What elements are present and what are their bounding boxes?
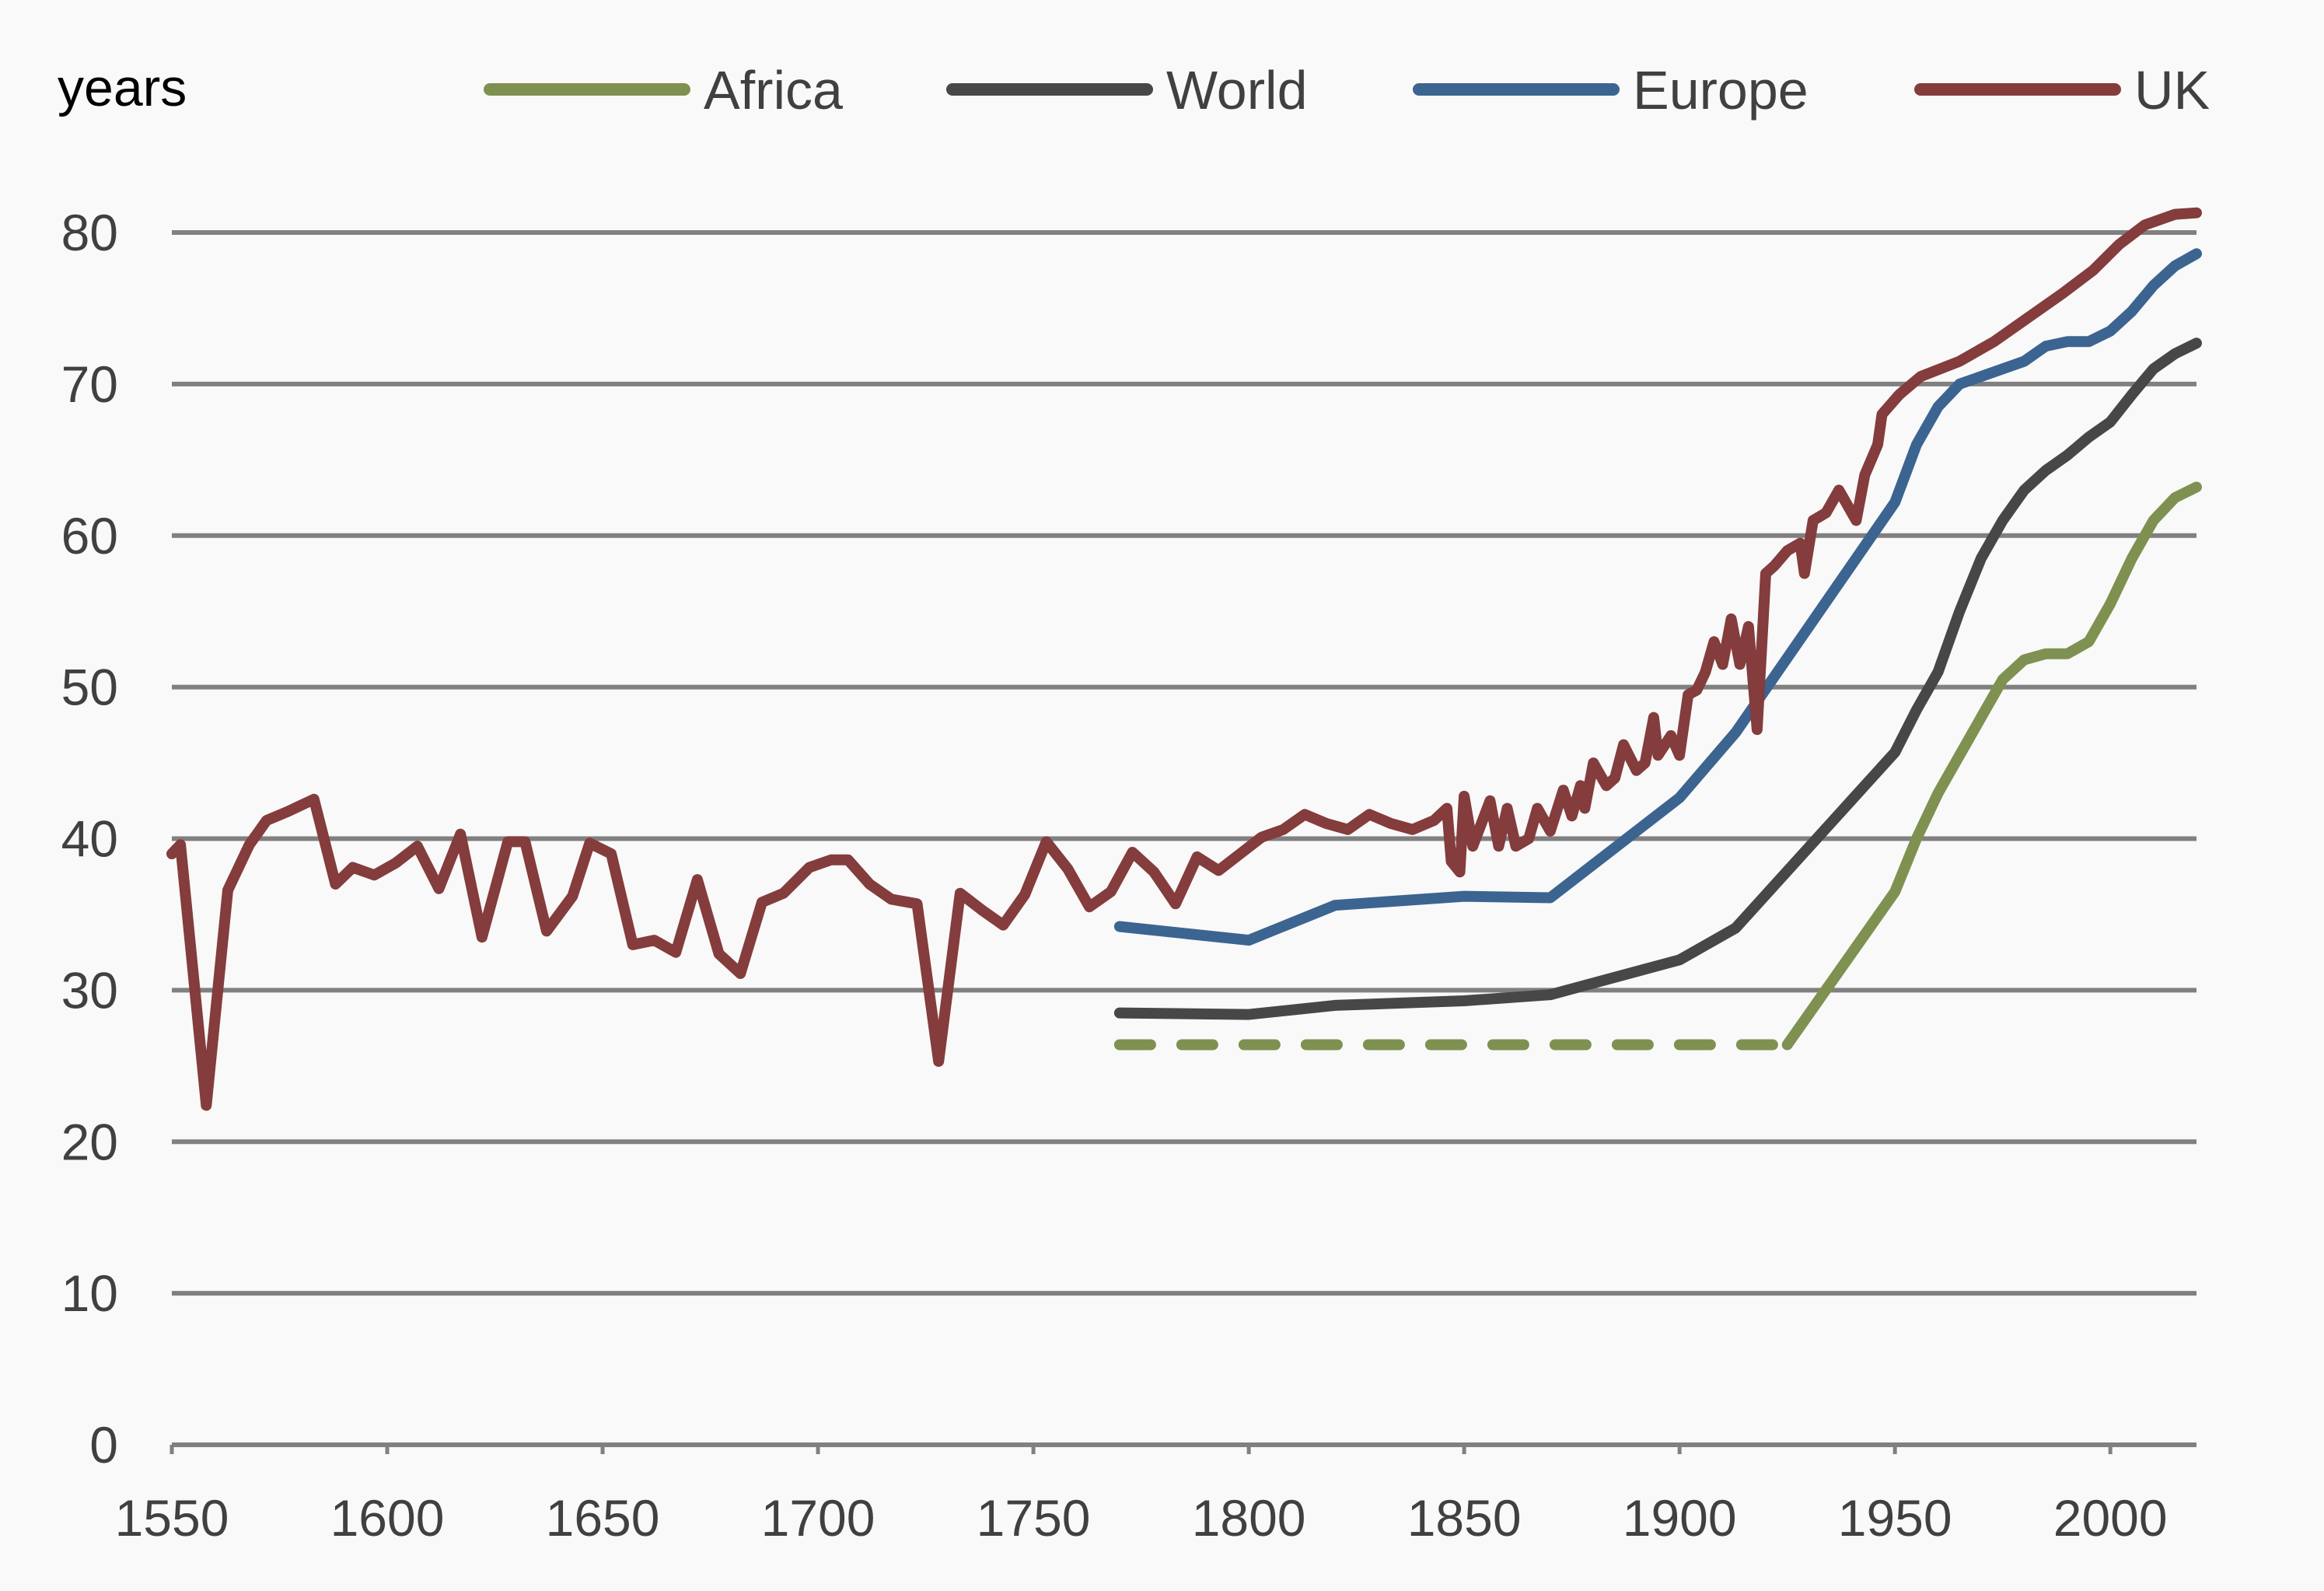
x-tick-label: 1900: [1623, 1489, 1737, 1547]
world-line-solid: [1113, 337, 2202, 1020]
y-tick-label: 70: [61, 355, 118, 413]
series-world: [1113, 337, 2202, 1020]
x-tick-label: 2000: [2053, 1489, 2168, 1547]
series-uk: [166, 207, 2202, 1111]
legend: Africa World Europe UK: [484, 60, 2210, 121]
legend-item-europe: Europe: [1413, 60, 1809, 121]
y-tick-label: 20: [61, 1113, 118, 1170]
x-tick-label: 1600: [330, 1489, 445, 1547]
y-tick-label: 10: [61, 1264, 118, 1322]
series-africa: [1113, 481, 2202, 1051]
x-tick-label: 1950: [1838, 1489, 1952, 1547]
legend-item-africa: Africa: [484, 60, 843, 121]
y-tick-label: 0: [89, 1416, 118, 1474]
legend-label: Europe: [1633, 60, 1809, 121]
y-tick-label: 80: [61, 204, 118, 261]
legend-label: Africa: [704, 60, 843, 121]
x-tick-label: 1650: [546, 1489, 660, 1547]
x-tick-label: 1850: [1407, 1489, 1522, 1547]
x-tick-label: 1750: [977, 1489, 1091, 1547]
x-tick-label: 1550: [115, 1489, 229, 1547]
uk-line-solid: [166, 207, 2202, 1111]
legend-label: UK: [2134, 60, 2210, 121]
x-tick-label: 1800: [1192, 1489, 1306, 1547]
y-tick-label: 50: [61, 659, 118, 716]
africa-line-solid: [1781, 481, 2202, 1051]
legend-label: World: [1166, 60, 1308, 121]
y-tick-label: 30: [61, 961, 118, 1019]
legend-item-world: World: [946, 60, 1308, 121]
series-lines: [166, 207, 2202, 1111]
y-axis-ticks: 0 10 20 30 40 50 60 70 80: [61, 204, 118, 1474]
y-tick-label: 40: [61, 810, 118, 868]
x-tick-label: 1700: [761, 1489, 875, 1547]
y-axis-label: years: [58, 58, 187, 117]
y-tick-label: 60: [61, 507, 118, 565]
europe-line-solid: [1113, 248, 2202, 946]
x-axis-ticks: 1550 1600 1650 1700 1750 1800 1850 1900 1950 2000: [115, 1445, 2168, 1547]
legend-item-uk: UK: [1914, 60, 2210, 121]
series-europe: [1113, 248, 2202, 946]
